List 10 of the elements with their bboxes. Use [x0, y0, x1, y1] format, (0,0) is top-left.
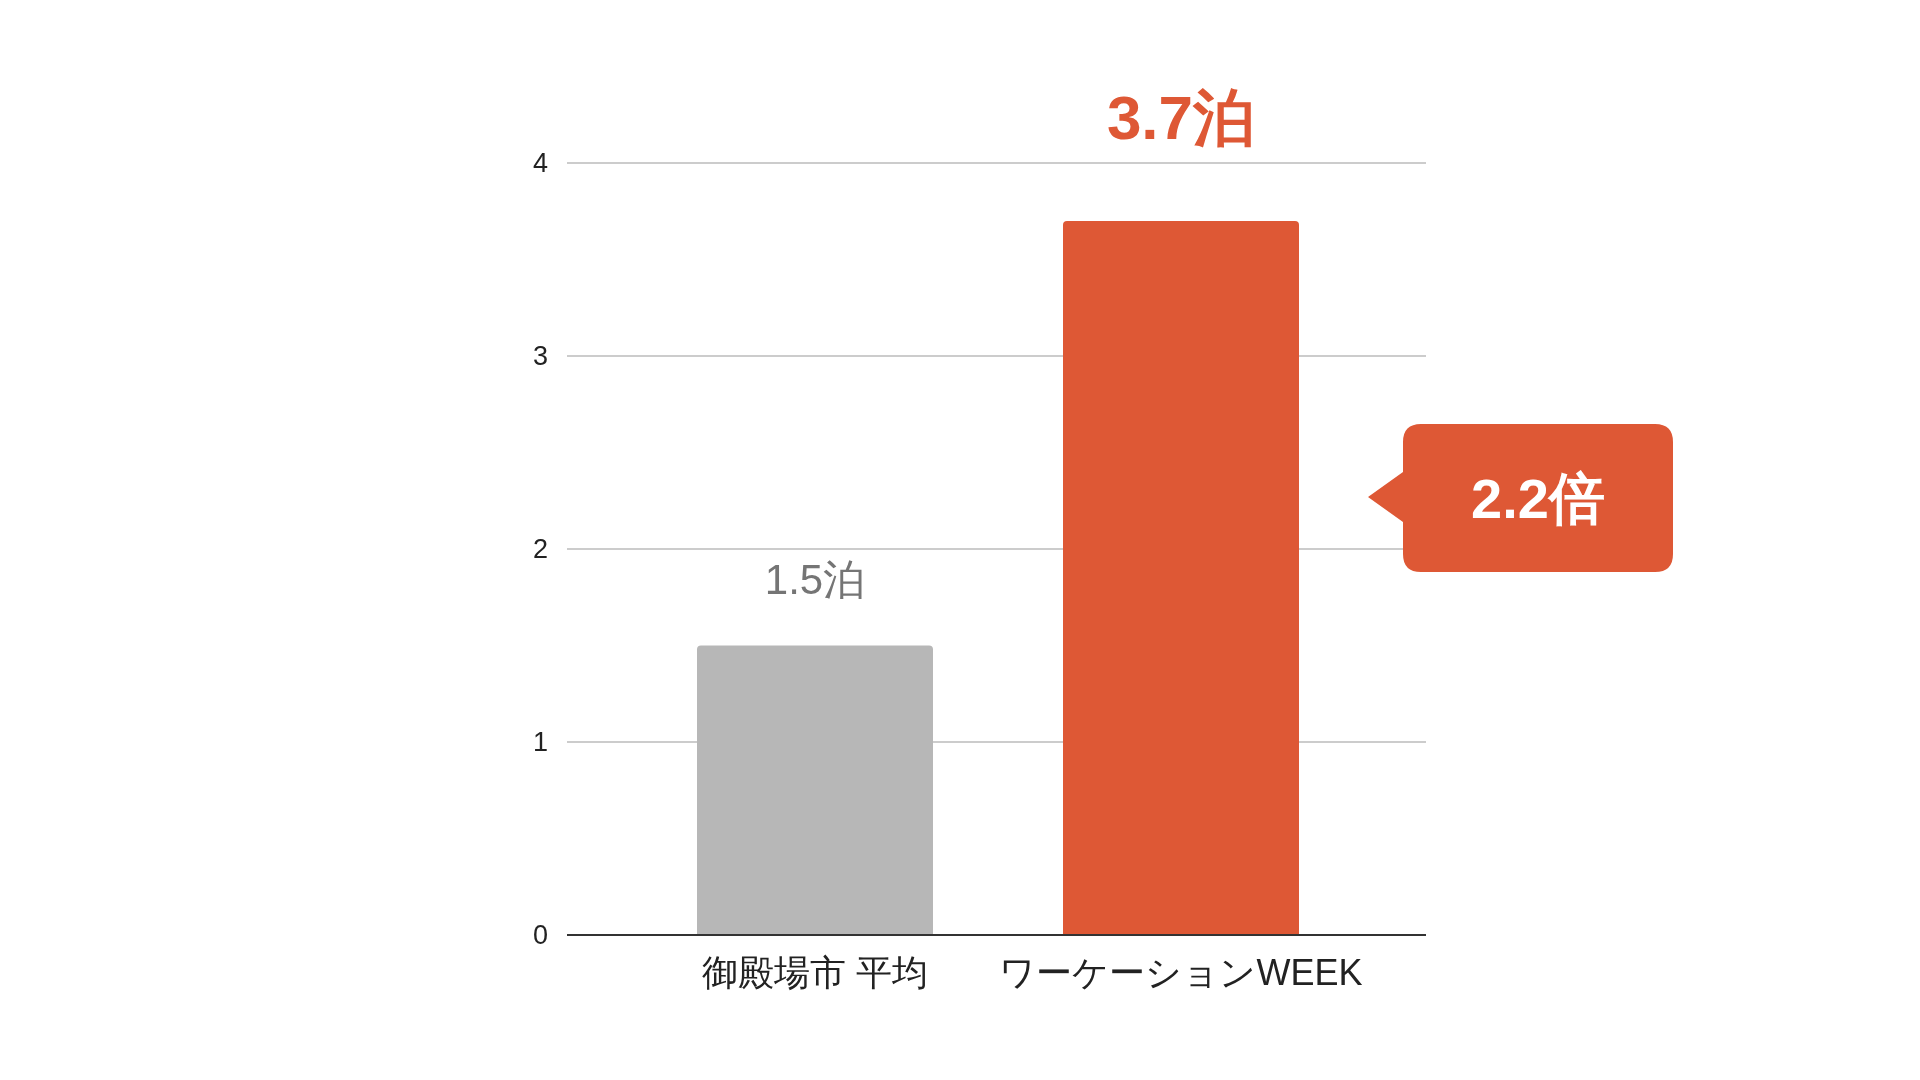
y-tick-label: 4 [532, 148, 548, 178]
y-tick-label: 2 [532, 534, 548, 564]
y-tick-label: 3 [532, 341, 548, 371]
x-tick-label: ワーケーションWEEK [999, 952, 1363, 993]
text: 2.2倍 [1471, 467, 1605, 530]
data-label: 3.7泊 [1106, 82, 1256, 152]
x-tick-label: 御殿場市 平均 [701, 952, 929, 993]
y-tick-label: 1 [532, 727, 548, 757]
y-tick-label: 0 [532, 920, 548, 950]
data-label: 1.5泊 [764, 555, 866, 603]
